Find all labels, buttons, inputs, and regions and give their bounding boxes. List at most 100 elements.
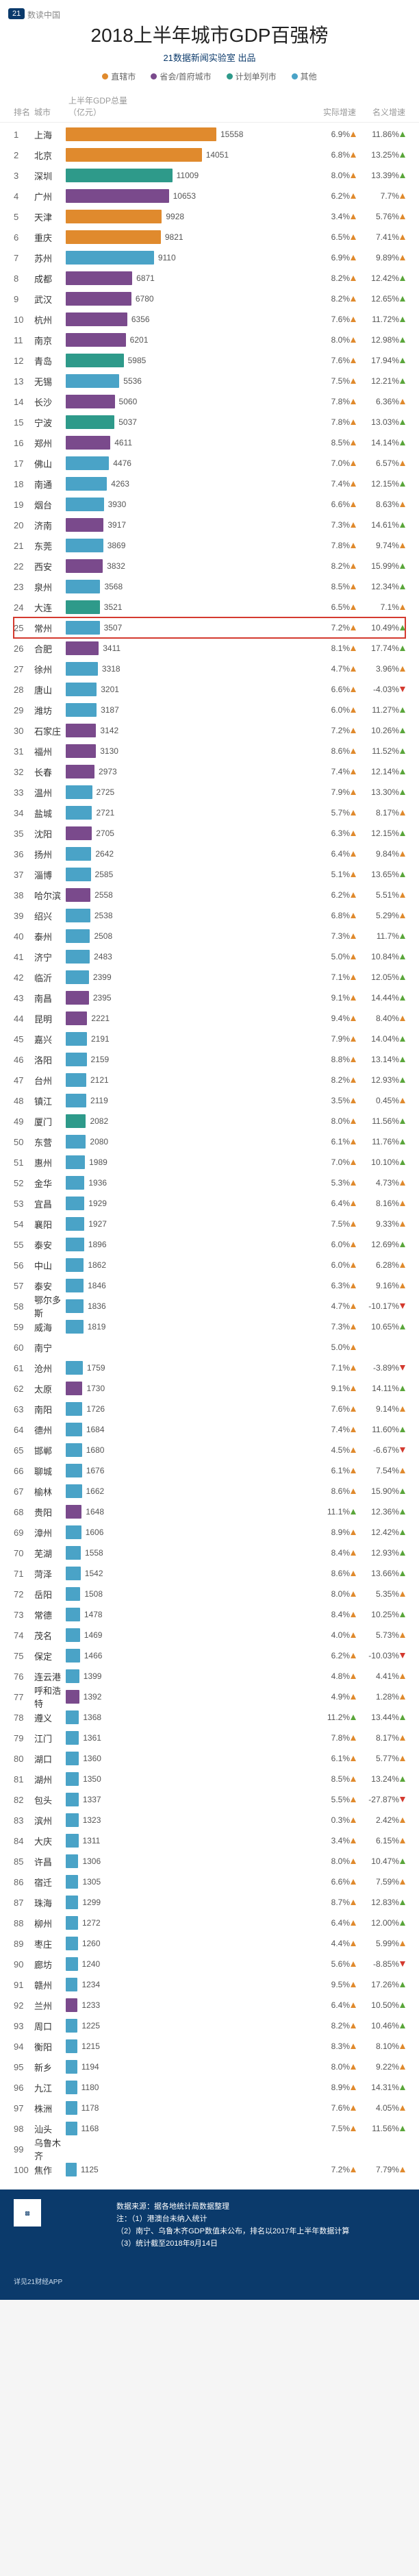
real-cell: 8.7% [314, 1898, 356, 1907]
real-value: 6.8% [331, 911, 350, 920]
gdp-value: 1846 [88, 1281, 106, 1290]
arrow-down-icon [400, 1303, 405, 1309]
table-row: 81湖州13508.5%13.24% [14, 1769, 405, 1789]
table-row: 38哈尔滨25586.2%5.51% [14, 885, 405, 905]
rank-cell: 85 [14, 1856, 34, 1867]
city-cell: 洛阳 [34, 1053, 66, 1066]
bar-wrap: 2508 [66, 926, 314, 946]
nom-value: 14.04% [371, 1034, 399, 1044]
real-cell: 8.6% [314, 1569, 356, 1578]
city-cell: 青岛 [34, 354, 66, 367]
real-value: 8.5% [331, 438, 350, 447]
real-value: 4.5% [331, 1445, 350, 1455]
bar-wrap: 1508 [66, 1584, 314, 1604]
real-value: 8.4% [331, 1548, 350, 1558]
real-cell: 7.5% [314, 376, 356, 386]
arrow-up-icon [400, 337, 405, 343]
gdp-bar [66, 1731, 79, 1745]
arrow-up-icon [351, 1571, 356, 1576]
gdp-value: 2725 [97, 787, 115, 797]
city-cell: 绍兴 [34, 909, 66, 922]
arrow-up-icon [400, 152, 405, 158]
rank-cell: 75 [14, 1651, 34, 1661]
rank-cell: 56 [14, 1260, 34, 1271]
real-value: 5.5% [331, 1795, 350, 1804]
nom-cell: 1.28% [356, 1692, 405, 1702]
arrow-up-icon [351, 1591, 356, 1597]
bar-wrap: 9110 [66, 247, 314, 268]
real-value: 8.0% [331, 171, 350, 180]
real-cell: 8.2% [314, 561, 356, 571]
table-row: 72岳阳15088.0%5.35% [14, 1584, 405, 1604]
rank-cell: 19 [14, 500, 34, 510]
arrow-up-icon [351, 1961, 356, 1967]
gdp-value: 1989 [89, 1157, 107, 1167]
rank-cell: 1 [14, 130, 34, 140]
real-value: 6.8% [331, 150, 350, 160]
real-value: 4.7% [331, 664, 350, 674]
table-row: 52金华19365.3%4.73% [14, 1173, 405, 1193]
nom-cell: 11.56% [356, 1116, 405, 1126]
gdp-value: 3869 [107, 541, 126, 550]
city-cell: 温州 [34, 786, 66, 799]
real-cell: 7.3% [314, 520, 356, 530]
bar-wrap: 4611 [66, 432, 314, 453]
nom-value: 11.7% [377, 931, 399, 941]
city-cell: 泰安 [34, 1238, 66, 1251]
table-row: 83滨州13230.3%2.42% [14, 1810, 405, 1830]
nom-cell: 5.99% [356, 1939, 405, 1948]
arrow-up-icon [351, 2044, 356, 2049]
real-value: 6.2% [331, 191, 350, 201]
table-row: 61沧州17597.1%-3.89% [14, 1358, 405, 1378]
real-cell: 3.4% [314, 212, 356, 221]
rank-cell: 65 [14, 1445, 34, 1456]
arrow-up-icon [400, 1694, 405, 1700]
legend-dot-icon [151, 73, 157, 79]
real-cell: 6.8% [314, 150, 356, 160]
nom-cell: 9.74% [356, 541, 405, 550]
arrow-up-icon [351, 1345, 356, 1350]
bar-wrap: 3318 [66, 659, 314, 679]
real-cell: 8.5% [314, 582, 356, 591]
bar-wrap: 2119 [66, 1090, 314, 1111]
arrow-up-icon [351, 892, 356, 898]
rank-cell: 54 [14, 1219, 34, 1229]
gdp-value: 2538 [94, 911, 113, 920]
nom-cell: 14.31% [356, 2083, 405, 2092]
nom-cell: 4.05% [356, 2103, 405, 2113]
table-row: 31福州31308.6%11.52% [14, 741, 405, 761]
gdp-bar [66, 1155, 85, 1169]
nom-cell: 12.00% [356, 1918, 405, 1928]
gdp-value: 1929 [88, 1199, 107, 1208]
arrow-up-icon [351, 831, 356, 836]
gdp-value: 5985 [128, 356, 147, 365]
nom-value: 7.54% [376, 1466, 399, 1475]
real-cell: 6.9% [314, 130, 356, 139]
real-cell: 4.9% [314, 1692, 356, 1702]
gdp-value: 1680 [86, 1445, 105, 1455]
footer-note-1: 注：（1）港澳台未纳入统计 [116, 2213, 405, 2224]
arrow-up-icon [351, 1139, 356, 1144]
legend-label: 计划单列市 [236, 71, 277, 82]
city-cell: 德州 [34, 1423, 66, 1436]
gdp-bar [66, 929, 90, 943]
city-cell: 九江 [34, 2081, 66, 2094]
nom-value: 12.93% [371, 1075, 399, 1085]
bar-wrap: 1360 [66, 1748, 314, 1769]
arrow-up-icon [400, 584, 405, 589]
city-cell: 南宁 [34, 1341, 66, 1354]
nom-cell: 14.11% [356, 1384, 405, 1393]
nom-cell: 6.15% [356, 1836, 405, 1845]
rank-cell: 91 [14, 1980, 34, 1990]
real-value: 7.8% [331, 541, 350, 550]
col-bar: 上半年GDP总量 （亿元） [66, 95, 314, 118]
rank-cell: 76 [14, 1671, 34, 1682]
legend-dot-icon [102, 73, 108, 79]
city-cell: 上海 [34, 128, 66, 141]
nom-cell: 17.26% [356, 1980, 405, 1989]
arrow-down-icon [400, 1797, 405, 1802]
bar-wrap: 2121 [66, 1070, 314, 1090]
real-cell: 6.2% [314, 890, 356, 900]
table-row: 75保定14666.2%-10.03% [14, 1645, 405, 1666]
arrow-up-icon [400, 2085, 405, 2090]
